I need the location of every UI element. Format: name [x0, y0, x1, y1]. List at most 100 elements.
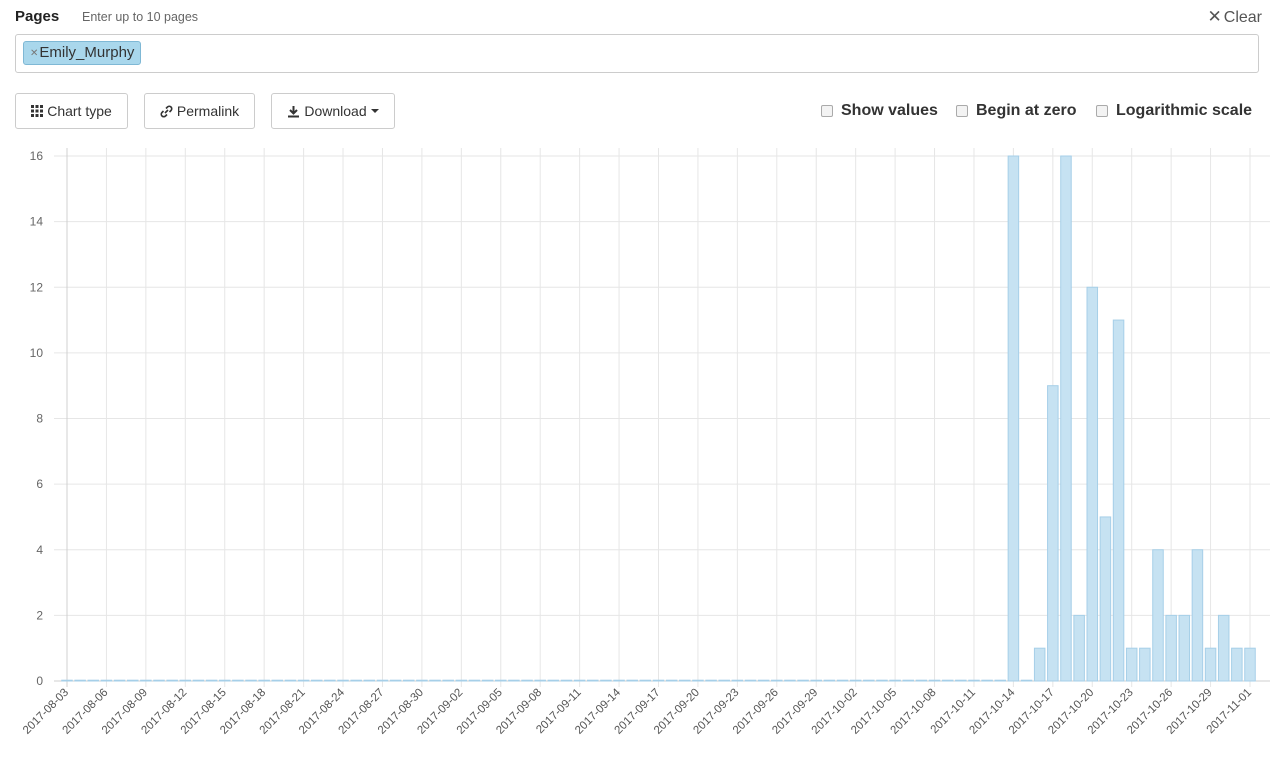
page-tag[interactable]: ✕Emily_Murphy	[23, 41, 142, 65]
log-scale-checkbox[interactable]	[1096, 105, 1108, 117]
download-button[interactable]: Download	[271, 93, 395, 129]
bar[interactable]	[1191, 549, 1204, 682]
bar[interactable]	[402, 679, 415, 682]
bar[interactable]	[587, 679, 599, 682]
bar[interactable]	[1047, 385, 1059, 682]
bar[interactable]	[915, 679, 928, 682]
log-scale-option[interactable]: Logarithmic scale	[1096, 100, 1252, 122]
bar[interactable]	[1152, 549, 1164, 682]
bar[interactable]	[245, 679, 257, 682]
bar[interactable]	[836, 679, 849, 682]
bar[interactable]	[823, 679, 836, 682]
bar[interactable]	[665, 679, 678, 682]
bar[interactable]	[442, 679, 454, 682]
bar[interactable]	[994, 679, 1007, 682]
bar[interactable]	[718, 679, 730, 682]
bar[interactable]	[232, 679, 244, 682]
pages-input[interactable]: ✕Emily_Murphy	[15, 34, 1259, 73]
bar[interactable]	[481, 679, 494, 682]
bar[interactable]	[941, 679, 954, 682]
bar[interactable]	[271, 679, 284, 682]
permalink-button[interactable]: Permalink	[144, 93, 255, 129]
bar[interactable]	[87, 679, 100, 682]
bar[interactable]	[376, 679, 389, 682]
bar[interactable]	[810, 679, 822, 682]
bar[interactable]	[1060, 155, 1072, 682]
bar[interactable]	[166, 679, 178, 682]
bar[interactable]	[1125, 647, 1138, 682]
bar[interactable]	[218, 679, 231, 682]
clear-button[interactable]: ✕ Clear	[1208, 7, 1262, 27]
bar[interactable]	[600, 679, 612, 682]
bar[interactable]	[1204, 647, 1217, 682]
bar[interactable]	[284, 679, 297, 682]
bar[interactable]	[1217, 614, 1230, 682]
bar[interactable]	[455, 679, 468, 682]
bar[interactable]	[337, 679, 349, 682]
bar[interactable]	[389, 679, 402, 682]
begin-at-zero-option[interactable]: Begin at zero	[956, 100, 1076, 122]
bar[interactable]	[547, 679, 560, 682]
bar[interactable]	[1178, 614, 1191, 682]
bar[interactable]	[1099, 516, 1112, 682]
bar[interactable]	[113, 679, 126, 682]
show-values-option[interactable]: Show values	[821, 100, 938, 122]
bar[interactable]	[429, 679, 441, 682]
bar[interactable]	[258, 679, 270, 682]
bar[interactable]	[297, 679, 310, 682]
bar[interactable]	[350, 679, 362, 682]
bar[interactable]	[1244, 647, 1256, 682]
bar[interactable]	[679, 679, 691, 682]
bar[interactable]	[100, 679, 113, 682]
bar[interactable]	[205, 679, 218, 682]
bar[interactable]	[902, 679, 915, 682]
chart-type-button[interactable]: Chart type	[15, 93, 128, 129]
bar[interactable]	[613, 679, 625, 682]
bar[interactable]	[744, 679, 757, 682]
bar[interactable]	[534, 679, 546, 682]
bar[interactable]	[1231, 647, 1243, 682]
bar[interactable]	[495, 679, 507, 682]
bar[interactable]	[928, 679, 941, 682]
bar[interactable]	[1165, 614, 1177, 682]
bar[interactable]	[1086, 286, 1099, 682]
bar[interactable]	[521, 679, 533, 682]
remove-tag-icon[interactable]: ✕	[30, 48, 39, 59]
bar[interactable]	[757, 679, 770, 682]
bar[interactable]	[140, 679, 152, 682]
bar[interactable]	[1073, 614, 1085, 682]
bar[interactable]	[573, 679, 586, 682]
bar[interactable]	[416, 679, 428, 682]
begin-at-zero-checkbox[interactable]	[956, 105, 968, 117]
bar[interactable]	[192, 679, 205, 682]
bar[interactable]	[179, 679, 192, 682]
bar[interactable]	[74, 679, 86, 682]
bar[interactable]	[626, 679, 638, 682]
bar[interactable]	[1033, 647, 1046, 682]
bar[interactable]	[968, 679, 980, 682]
bar[interactable]	[955, 679, 967, 682]
bar[interactable]	[324, 679, 336, 682]
show-values-checkbox[interactable]	[821, 105, 833, 117]
bar[interactable]	[692, 679, 704, 682]
bar[interactable]	[560, 679, 573, 682]
bar[interactable]	[1112, 319, 1125, 682]
bar[interactable]	[310, 679, 323, 682]
bar[interactable]	[126, 679, 139, 682]
bar[interactable]	[876, 679, 888, 682]
bar[interactable]	[771, 679, 783, 682]
bar[interactable]	[1007, 155, 1020, 682]
bar[interactable]	[652, 679, 665, 682]
bar[interactable]	[468, 679, 481, 682]
bar[interactable]	[61, 679, 73, 682]
bar[interactable]	[784, 679, 796, 682]
bar[interactable]	[153, 679, 165, 682]
bar[interactable]	[797, 679, 809, 682]
bar[interactable]	[705, 679, 717, 682]
bar[interactable]	[1139, 647, 1151, 682]
bar[interactable]	[981, 679, 993, 682]
bar[interactable]	[849, 679, 862, 682]
bar[interactable]	[508, 679, 520, 682]
bar[interactable]	[363, 679, 376, 682]
bar[interactable]	[731, 679, 744, 682]
